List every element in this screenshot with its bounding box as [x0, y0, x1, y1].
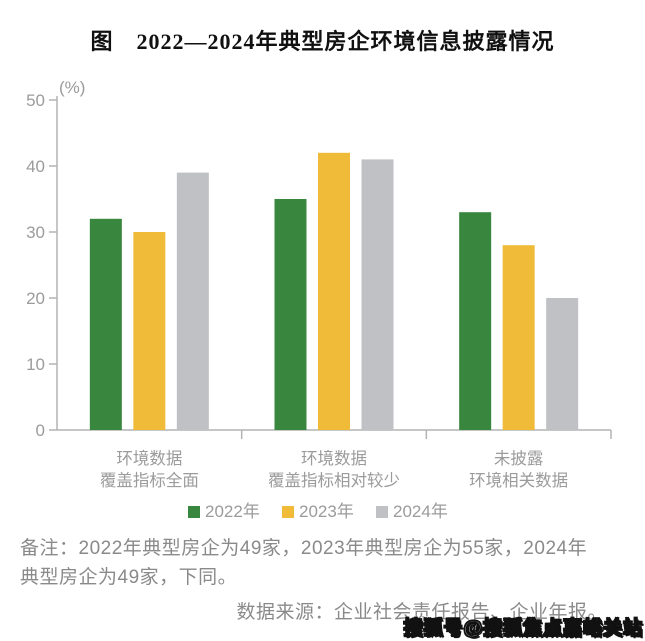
bar-2024年-group1: [176, 172, 209, 430]
legend-swatch: [282, 506, 294, 518]
bar-2022年-group1: [89, 218, 122, 430]
watermark: 搜狐号@搜狐焦点嘉峪关站: [403, 617, 643, 639]
bar-2022年-group2: [274, 199, 307, 430]
bar-2024年-group2: [361, 159, 394, 430]
chart-title: 图 2022—2024年典型房企环境信息披露情况: [90, 29, 555, 54]
bar-chart: 0 10 20 30 40 50 (%) 环境数据覆盖指标全面 环境数据覆盖指标相对较少 未披露环…: [26, 80, 612, 521]
y-tick-label: 0: [36, 421, 45, 440]
x-category-label: 未披露环境相关数据: [469, 449, 568, 490]
footnote: 备注：2022年典型房企为49家，2023年典型房企为55家，2024年典型房企…: [20, 538, 588, 589]
y-tick-label: 40: [26, 157, 45, 176]
y-tick-label: 10: [26, 355, 45, 374]
legend-swatch: [188, 506, 200, 518]
bar-2023年-group2: [318, 152, 350, 431]
x-category-label: 环境数据覆盖指标全面: [100, 449, 199, 490]
x-category-label: 环境数据覆盖指标相对较少: [268, 449, 400, 490]
legend-swatch: [376, 506, 388, 518]
y-axis-unit: (%): [59, 80, 85, 97]
y-tick-label: 20: [26, 289, 45, 308]
bar-2024年-group3: [546, 298, 579, 430]
legend-label: 2024年: [393, 502, 448, 521]
y-tick-label: 50: [26, 91, 45, 110]
bar-2022年-group3: [459, 212, 492, 430]
bar-2023年-group3: [502, 245, 535, 430]
y-tick-label: 30: [26, 223, 45, 242]
bar-2023年-group1: [133, 232, 166, 430]
legend-label: 2022年: [205, 502, 260, 521]
legend-label: 2023年: [299, 502, 354, 521]
data-source: 数据来源：企业社会责任报告、企业年报。: [236, 602, 607, 623]
